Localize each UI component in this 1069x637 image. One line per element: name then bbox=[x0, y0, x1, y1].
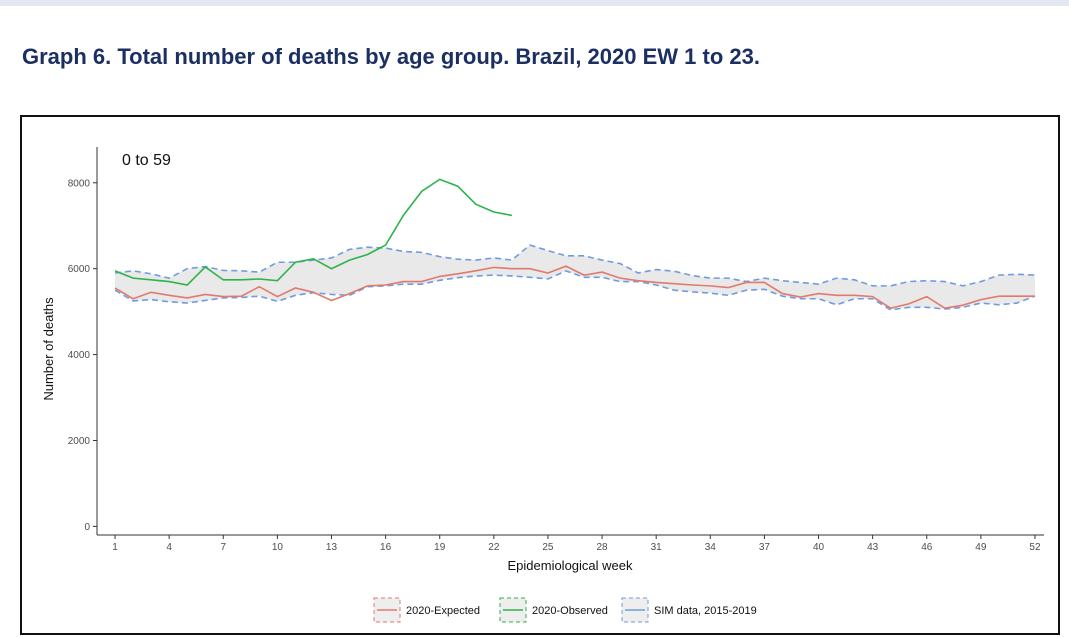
x-tick-label: 13 bbox=[326, 542, 338, 553]
y-tick-label: 6000 bbox=[68, 264, 91, 275]
legend: 2020-Expected 2020-Observed SIM data, 2015… bbox=[373, 597, 757, 623]
x-tick-label: 43 bbox=[867, 542, 879, 553]
y-axis-title: Number of deaths bbox=[41, 297, 56, 401]
y-tick-label: 0 bbox=[84, 522, 90, 533]
x-tick-label: 52 bbox=[1029, 542, 1041, 553]
x-tick-label: 40 bbox=[813, 542, 825, 553]
legend-label: 2020-Observed bbox=[532, 605, 608, 617]
top-band bbox=[0, 0, 1069, 6]
x-tick-label: 46 bbox=[921, 542, 933, 553]
y-ticks: 0 2000 4000 6000 8000 bbox=[68, 178, 97, 533]
y-tick-label: 4000 bbox=[68, 350, 91, 361]
sim-upper-line bbox=[114, 244, 1036, 287]
legend-label: SIM data, 2015-2019 bbox=[654, 605, 757, 617]
x-tick-label: 22 bbox=[488, 542, 500, 553]
death-chart: 1 4 7 10 13 16 19 22 25 28 31 34 37 40 43 46 49 52 0 2000 4… bbox=[41, 147, 1044, 623]
sim-lower-line bbox=[114, 269, 1036, 311]
legend-sim: SIM data, 2015-2019 bbox=[621, 597, 757, 623]
x-tick-label: 25 bbox=[542, 542, 554, 553]
series-layer bbox=[114, 178, 1035, 310]
y-tick-label: 8000 bbox=[68, 178, 91, 189]
chart-frame: 1 4 7 10 13 16 19 22 25 28 31 34 37 40 43 46 49 52 0 2000 4… bbox=[20, 115, 1060, 635]
x-tick-label: 1 bbox=[112, 542, 118, 553]
x-tick-label: 4 bbox=[166, 542, 172, 553]
axes-layer: 1 4 7 10 13 16 19 22 25 28 31 34 37 40 43 46 49 52 0 2000 4… bbox=[68, 147, 1044, 553]
x-tick-label: 10 bbox=[272, 542, 284, 553]
panel-label: 0 to 59 bbox=[122, 152, 171, 169]
expected-line bbox=[114, 265, 1035, 310]
observed-line bbox=[114, 178, 513, 286]
legend-observed: 2020-Observed bbox=[499, 597, 608, 623]
x-tick-label: 31 bbox=[651, 542, 663, 553]
x-tick-label: 34 bbox=[705, 542, 717, 553]
y-tick-label: 2000 bbox=[68, 436, 91, 447]
x-tick-label: 7 bbox=[220, 542, 226, 553]
x-tick-label: 19 bbox=[434, 542, 446, 553]
x-tick-label: 37 bbox=[759, 542, 771, 553]
sim-band-layer bbox=[114, 244, 1036, 311]
sim-band-area bbox=[115, 245, 1035, 310]
page-title: Graph 6. Total number of deaths by age g… bbox=[22, 44, 760, 69]
legend-label: 2020-Expected bbox=[406, 605, 480, 617]
x-ticks: 1 4 7 10 13 16 19 22 25 28 31 34 37 40 43 46 49 52 bbox=[112, 535, 1041, 553]
legend-expected: 2020-Expected bbox=[373, 597, 480, 623]
x-tick-label: 49 bbox=[975, 542, 987, 553]
x-tick-label: 16 bbox=[380, 542, 392, 553]
x-tick-label: 28 bbox=[597, 542, 609, 553]
x-axis-title: Epidemiological week bbox=[507, 558, 633, 573]
